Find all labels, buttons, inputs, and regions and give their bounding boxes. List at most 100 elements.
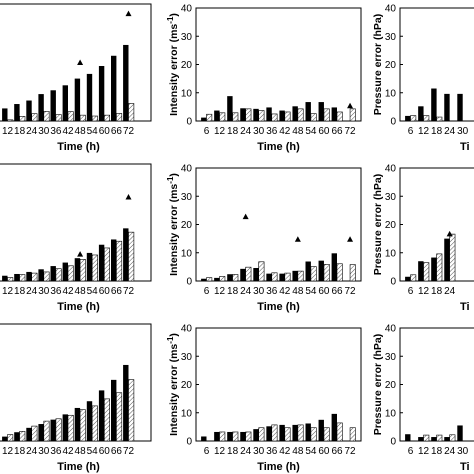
bar-intensity-1-s2 [271, 113, 278, 122]
x-tick-label: 24 [444, 446, 456, 457]
bar-track-3-s2 [7, 434, 14, 442]
y-tick-label: 40 [385, 324, 397, 335]
bar-track-1-s1 [38, 94, 44, 121]
y-axis-label: Intensity error (ms-1) [166, 13, 180, 116]
bar-pressure-2-s1 [405, 276, 411, 281]
x-tick-label: 12 [2, 446, 14, 457]
x-tick-label: 12 [2, 126, 14, 137]
x-tick-label: 60 [318, 126, 330, 137]
bar-intensity-1-s2 [336, 111, 343, 122]
x-tick-label: 42 [279, 286, 291, 297]
x-tick-label: 48 [75, 286, 87, 297]
x-tick-label: 66 [111, 446, 123, 457]
bar-intensity-2-s2 [219, 276, 226, 282]
x-tick-label: 18 [14, 126, 26, 137]
y-axis-label: Pressure error (hPa) [372, 14, 384, 116]
chart-panel-track-2: 12 18 24 30 36 42 48 54 60 66 72 Time (h) [0, 163, 152, 313]
y-tick-label: 0 [390, 117, 396, 128]
x-tick-label: 30 [38, 126, 50, 137]
bar-pressure-2-s2 [436, 253, 443, 282]
x-tick-label: 48 [292, 126, 304, 137]
bar-intensity-3-s2 [258, 427, 265, 442]
x-axis-label: Time (h) [257, 301, 300, 313]
bar-track-2-s2 [104, 247, 111, 282]
bar-intensity-1-s1 [292, 106, 298, 121]
bar-intensity-3-s2 [323, 427, 330, 442]
bar-pressure-2-s2 [423, 262, 430, 282]
x-tick-label: 66 [111, 126, 123, 137]
bar-track-2-s2 [91, 254, 98, 282]
triangle-marker [347, 102, 354, 109]
bar-pressure-3-s1 [418, 437, 424, 441]
bar-track-1-s2 [104, 114, 111, 122]
bar-track-3-s1 [14, 432, 20, 441]
bar-track-2-s1 [111, 239, 117, 281]
bar-intensity-3-s1 [253, 429, 259, 441]
x-axis-label: Ti [460, 301, 470, 313]
x-tick-label: 18 [14, 286, 26, 297]
bar-track-1-s1 [26, 100, 32, 121]
bar-track-3-s1 [62, 414, 68, 441]
bar-intensity-1-s1 [214, 110, 220, 121]
bar-intensity-3-s1 [214, 431, 220, 441]
y-tick-label: 40 [181, 324, 193, 335]
y-axis-label-main: Pressure error (hPa) [372, 14, 384, 116]
x-tick-label: 48 [292, 286, 304, 297]
bar-intensity-3-s2 [245, 431, 252, 442]
bar-intensity-1-s2 [284, 111, 291, 122]
x-tick-label: 24 [26, 286, 38, 297]
plot-frame [399, 327, 474, 442]
bar-intensity-2-s1 [227, 274, 233, 281]
y-tick-label: 40 [385, 164, 397, 175]
bar-intensity-3-s2 [232, 431, 239, 442]
x-tick-label: 72 [344, 126, 356, 137]
bar-track-1-s1 [111, 55, 117, 121]
x-tick-label: 12 [214, 446, 226, 457]
x-tick-label: 42 [279, 126, 291, 137]
x-axis-label: Time (h) [57, 461, 100, 473]
bar-track-1-s1 [123, 44, 129, 122]
x-tick-label: 60 [99, 126, 111, 137]
y-axis-label-main: Pressure error (hPa) [372, 174, 384, 276]
x-tick-label: 54 [87, 286, 99, 297]
bar-intensity-1-s1 [331, 107, 337, 121]
x-tick-label: 36 [266, 126, 278, 137]
bar-intensity-3-s1 [318, 419, 324, 441]
bar-track-2-s2 [19, 274, 26, 282]
bar-track-2-s1 [98, 244, 105, 281]
bar-pressure-3-s1 [457, 425, 463, 441]
plot-frame [0, 323, 152, 442]
x-tick-label: 6 [204, 286, 210, 297]
bar-track-3-s1 [38, 424, 44, 441]
bar-track-2-s1 [14, 273, 20, 281]
y-axis-label-main: Pressure error (hPa) [372, 334, 384, 436]
x-tick-label: 24 [240, 126, 252, 137]
bar-pressure-1-s2 [436, 116, 443, 122]
bar-intensity-1-s2 [219, 112, 226, 122]
y-tick-label: 30 [385, 352, 397, 363]
chart-panel-pressure-2: 0 10 20 30 40 6 12 18 24 Ti Pressure error (hPa) [372, 164, 474, 313]
bar-intensity-2-s1 [292, 270, 298, 281]
x-tick-label: 72 [123, 446, 135, 457]
x-tick-label: 36 [266, 286, 278, 297]
bar-intensity-2-s1 [266, 273, 272, 281]
bar-intensity-1-s1 [227, 96, 233, 121]
x-tick-label: 72 [344, 286, 356, 297]
plot-frame [0, 3, 152, 122]
x-axis-label: Time (h) [257, 141, 300, 153]
bar-intensity-1-s2 [232, 112, 239, 122]
x-tick-label: 6 [408, 446, 414, 457]
bar-pressure-2-s1 [418, 261, 424, 281]
x-tick-label: 12 [418, 446, 430, 457]
bar-track-1-s2 [31, 113, 38, 122]
x-tick-label: 6 [204, 446, 210, 457]
x-tick-label: 24 [240, 446, 252, 457]
x-tick-label: 66 [331, 126, 343, 137]
y-tick-label: 20 [385, 220, 397, 231]
x-tick-label: 36 [50, 446, 62, 457]
x-tick-label: 12 [214, 286, 226, 297]
y-tick-label: 10 [385, 408, 397, 419]
x-tick-label: 18 [14, 446, 26, 457]
bar-intensity-2-s1 [253, 268, 259, 281]
